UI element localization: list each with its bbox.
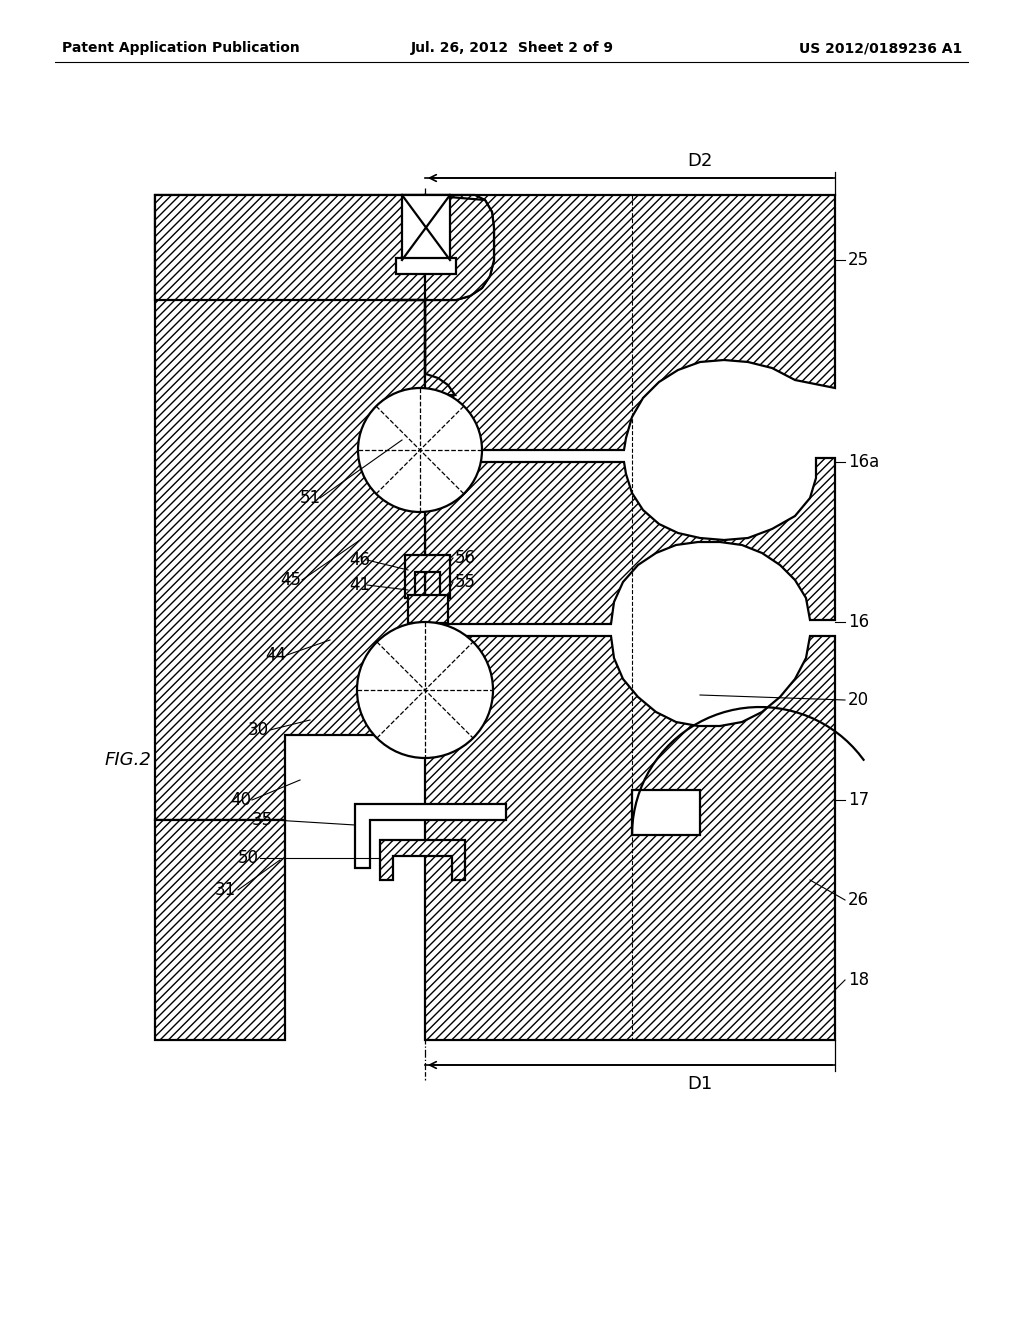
Text: 18: 18 xyxy=(848,972,869,989)
Text: 16: 16 xyxy=(848,612,869,631)
Polygon shape xyxy=(390,195,494,395)
Circle shape xyxy=(358,388,482,512)
Polygon shape xyxy=(632,789,700,836)
Polygon shape xyxy=(155,195,469,820)
Text: 44: 44 xyxy=(265,645,286,664)
Bar xyxy=(408,595,449,623)
Polygon shape xyxy=(406,554,450,598)
Polygon shape xyxy=(425,636,835,1040)
Polygon shape xyxy=(425,458,835,624)
Text: 46: 46 xyxy=(349,550,370,569)
Text: 50: 50 xyxy=(238,849,259,867)
Bar xyxy=(402,195,450,260)
Text: US 2012/0189236 A1: US 2012/0189236 A1 xyxy=(799,41,962,55)
Text: 41: 41 xyxy=(349,576,370,594)
Text: 20: 20 xyxy=(848,690,869,709)
Text: Jul. 26, 2012  Sheet 2 of 9: Jul. 26, 2012 Sheet 2 of 9 xyxy=(411,41,613,55)
Text: D2: D2 xyxy=(687,152,713,170)
Text: 35: 35 xyxy=(252,810,273,829)
Text: 56: 56 xyxy=(455,549,476,568)
Text: D1: D1 xyxy=(687,1074,713,1093)
Text: 26: 26 xyxy=(848,891,869,909)
Text: 30: 30 xyxy=(248,721,269,739)
Text: 55: 55 xyxy=(455,573,476,591)
Polygon shape xyxy=(155,820,285,1040)
Circle shape xyxy=(357,622,493,758)
Text: 45: 45 xyxy=(280,572,301,589)
Polygon shape xyxy=(380,840,465,880)
Text: 40: 40 xyxy=(230,791,251,809)
Polygon shape xyxy=(355,804,506,869)
Polygon shape xyxy=(155,195,494,300)
Text: 16a: 16a xyxy=(848,453,880,471)
Text: 17: 17 xyxy=(848,791,869,809)
Text: 25: 25 xyxy=(848,251,869,269)
Text: Patent Application Publication: Patent Application Publication xyxy=(62,41,300,55)
Bar xyxy=(396,257,456,275)
Text: FIG.2: FIG.2 xyxy=(105,751,152,770)
Polygon shape xyxy=(425,195,835,450)
Text: 51: 51 xyxy=(300,488,322,507)
Text: 31: 31 xyxy=(215,880,237,899)
